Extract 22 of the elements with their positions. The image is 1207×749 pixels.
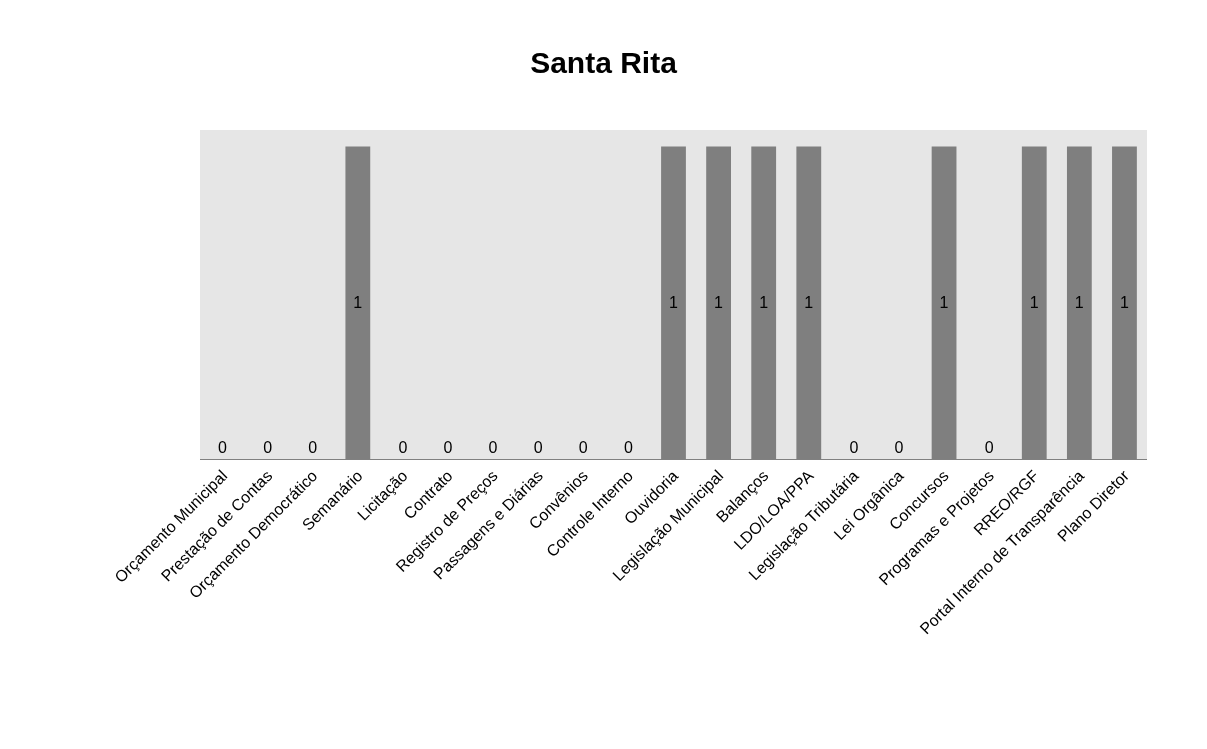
data-label: 0 [849, 439, 859, 456]
data-label: 0 [443, 439, 453, 456]
data-label: 0 [398, 439, 408, 456]
data-label: 1 [1029, 294, 1039, 312]
data-label: 0 [218, 439, 228, 456]
data-label: 1 [939, 294, 949, 312]
data-label: 0 [263, 439, 273, 456]
data-label: 1 [1119, 294, 1129, 312]
data-label: 0 [894, 439, 904, 456]
data-label: 0 [533, 439, 543, 456]
data-label: 1 [804, 294, 814, 312]
data-label: 0 [984, 439, 994, 456]
data-label: 1 [714, 294, 724, 312]
data-label: 0 [578, 439, 588, 456]
data-label: 1 [1074, 294, 1084, 312]
data-label: 1 [759, 294, 769, 312]
data-label: 0 [623, 439, 633, 456]
chart-title: Santa Rita [530, 46, 678, 80]
data-label: 1 [353, 294, 363, 312]
data-label: 0 [308, 439, 318, 456]
data-label: 1 [669, 294, 678, 312]
data-label: 0 [488, 439, 498, 456]
